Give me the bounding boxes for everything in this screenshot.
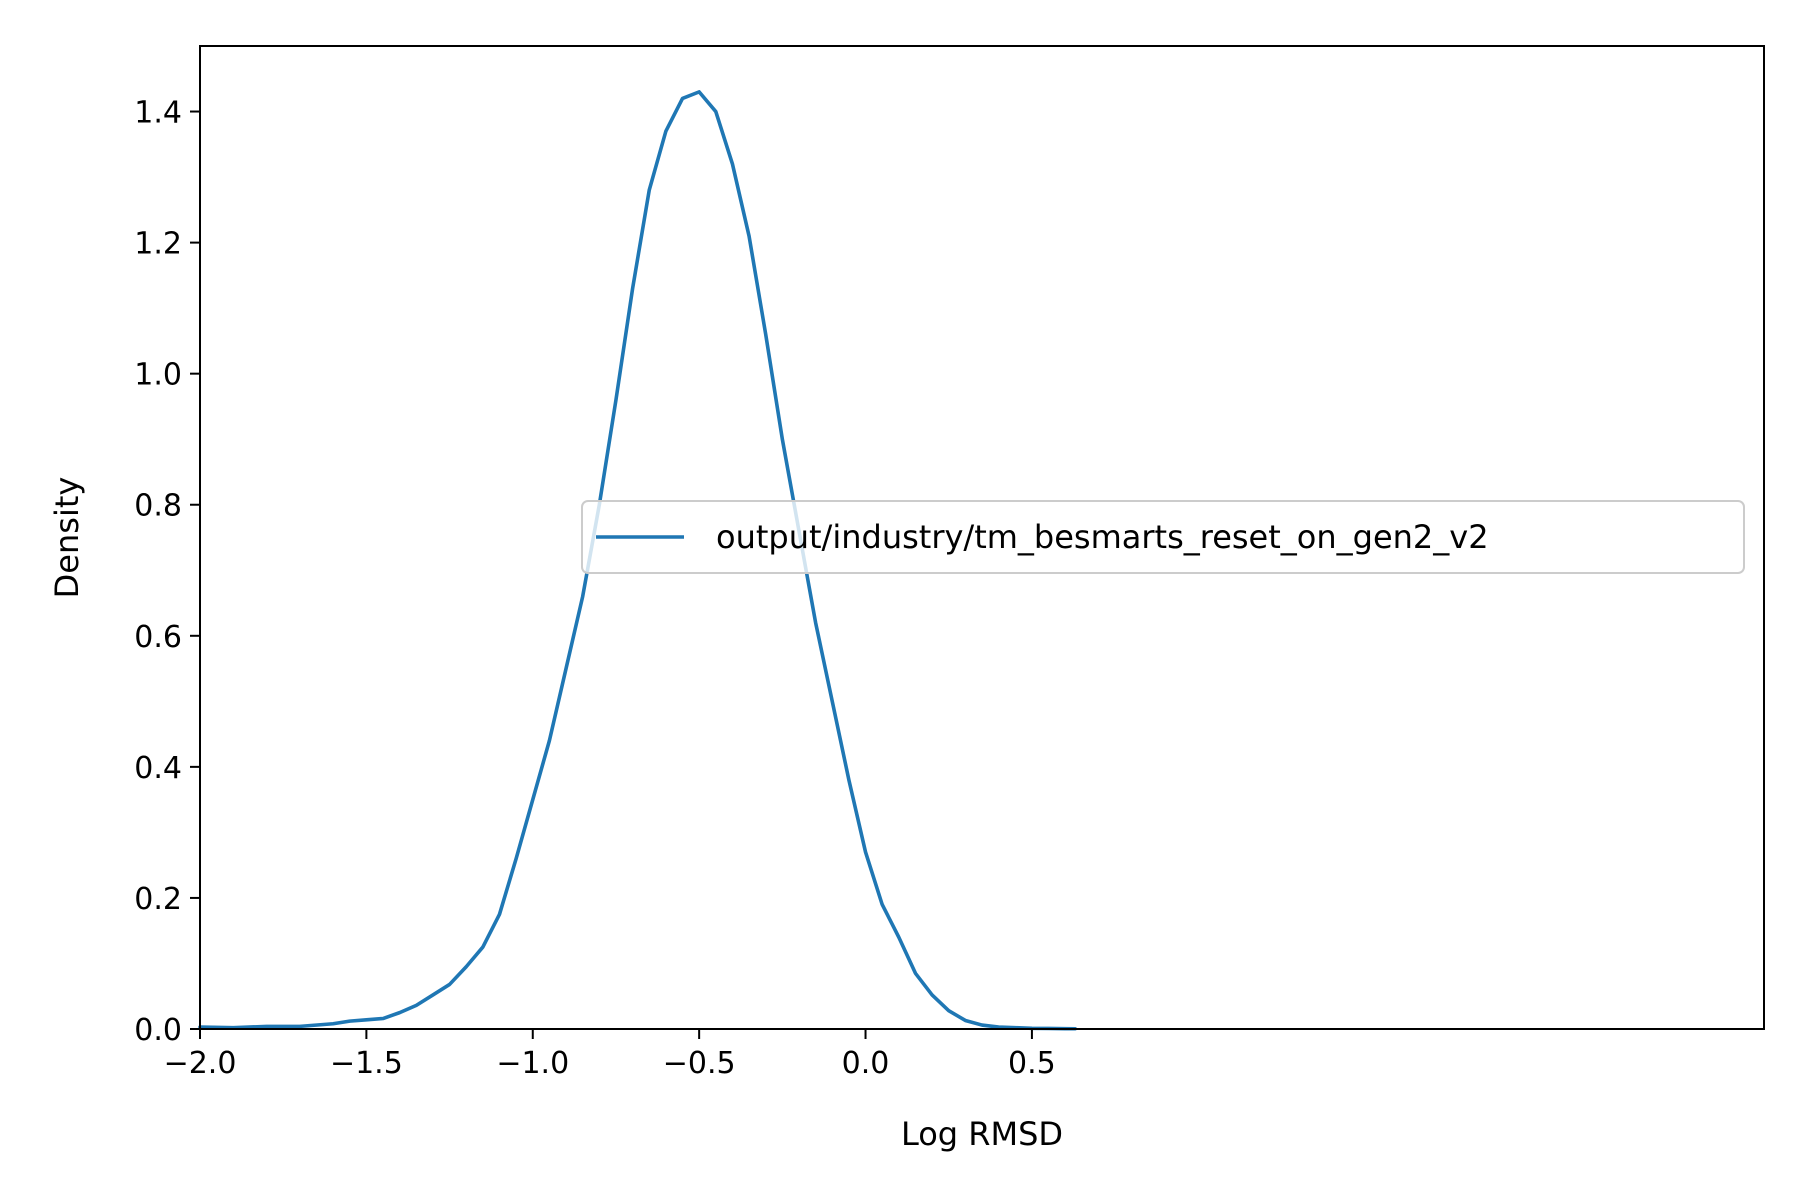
plot-frame: [199, 45, 1765, 1030]
y-tick-label: 0.6: [134, 620, 182, 655]
y-axis-label: Density: [48, 477, 86, 599]
legend-entry-label: output/industry/tm_besmarts_reset_on_gen…: [716, 518, 1489, 556]
y-tick-label: 0.4: [134, 751, 182, 786]
y-tick-label: 1.0: [134, 358, 182, 393]
legend: output/industry/tm_besmarts_reset_on_gen…: [581, 500, 1745, 574]
y-tick-label: 1.4: [134, 96, 182, 131]
x-tick-label: 0.5: [1008, 1046, 1056, 1081]
y-tick-label: 0.0: [134, 1013, 182, 1048]
x-tick-label: −1.0: [496, 1046, 569, 1081]
y-axis: 0.0 0.2 0.4 0.6 0.8 1.0 1.2 1.4: [134, 96, 200, 1048]
x-tick-label: −0.5: [663, 1046, 736, 1081]
series-line-1: [198, 90, 1077, 1031]
x-tick-label: 0.0: [842, 1046, 890, 1081]
x-axis: −2.0 −1.5 −1.0 −0.5 0.0 0.5: [164, 1029, 1056, 1081]
legend-box: [581, 500, 1745, 574]
y-tick-label: 1.2: [134, 227, 182, 262]
x-tick-label: −2.0: [164, 1046, 237, 1081]
y-tick-label: 0.8: [134, 489, 182, 524]
x-axis-label: Log RMSD: [901, 1115, 1063, 1153]
y-tick-label: 0.2: [134, 882, 182, 917]
x-tick-label: −1.5: [330, 1046, 403, 1081]
